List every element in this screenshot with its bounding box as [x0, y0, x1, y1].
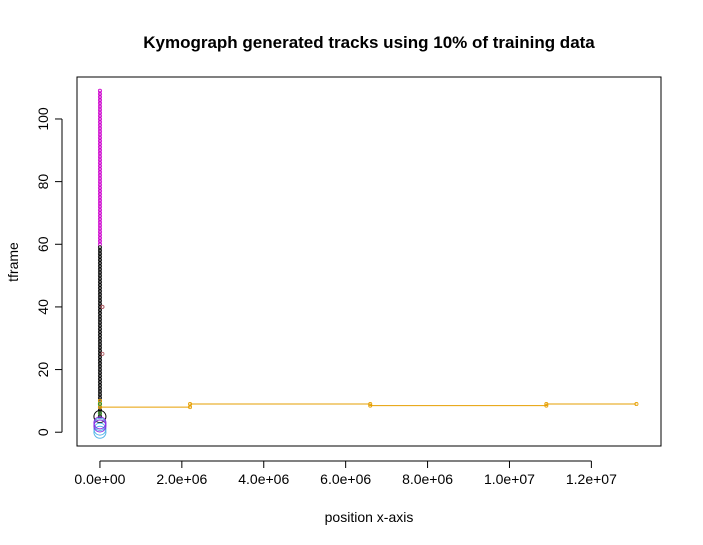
data-point [100, 304, 105, 309]
x-tick-label: 0.0e+00 [74, 471, 125, 487]
chart-title: Kymograph generated tracks using 10% of … [143, 33, 595, 52]
x-tick-label: 4.0e+06 [238, 471, 289, 487]
track-polyline [99, 400, 637, 408]
large-point [93, 416, 107, 430]
plot-frame [76, 76, 662, 447]
data-point [97, 401, 102, 407]
large-point [93, 422, 107, 436]
y-tick-label: 60 [35, 236, 51, 252]
track-point [368, 403, 373, 408]
y-tick-label: 100 [35, 107, 51, 131]
x-tick-label: 1.0e+07 [484, 471, 535, 487]
x-tick-label: 1.2e+07 [566, 471, 617, 487]
y-tick-label: 40 [35, 299, 51, 315]
x-tick-label: 2.0e+06 [156, 471, 207, 487]
x-tick-label: 8.0e+06 [402, 471, 453, 487]
y-tick-label: 20 [35, 362, 51, 378]
y-tick-label: 80 [35, 174, 51, 190]
data-point [100, 351, 105, 356]
track-point [97, 88, 102, 93]
track-point [188, 402, 193, 407]
axes-layer: 0.0e+00 2.0e+06 4.0e+06 6.0e+06 8.0e+06 1.0e+… [35, 107, 617, 487]
track-point [634, 402, 639, 407]
y-tick-label: 0 [35, 428, 51, 436]
track-point [368, 402, 373, 407]
large-point [93, 410, 107, 424]
track-point [544, 402, 549, 407]
y-axis-label: tframe [5, 242, 21, 282]
x-axis-label: position x-axis [325, 509, 414, 525]
track-point [97, 245, 102, 250]
x-tick-label: 6.0e+06 [320, 471, 371, 487]
plot-data-layer [93, 88, 639, 439]
data-point [97, 411, 102, 416]
large-point [93, 419, 107, 433]
large-point [93, 425, 107, 439]
track-point [544, 403, 549, 408]
